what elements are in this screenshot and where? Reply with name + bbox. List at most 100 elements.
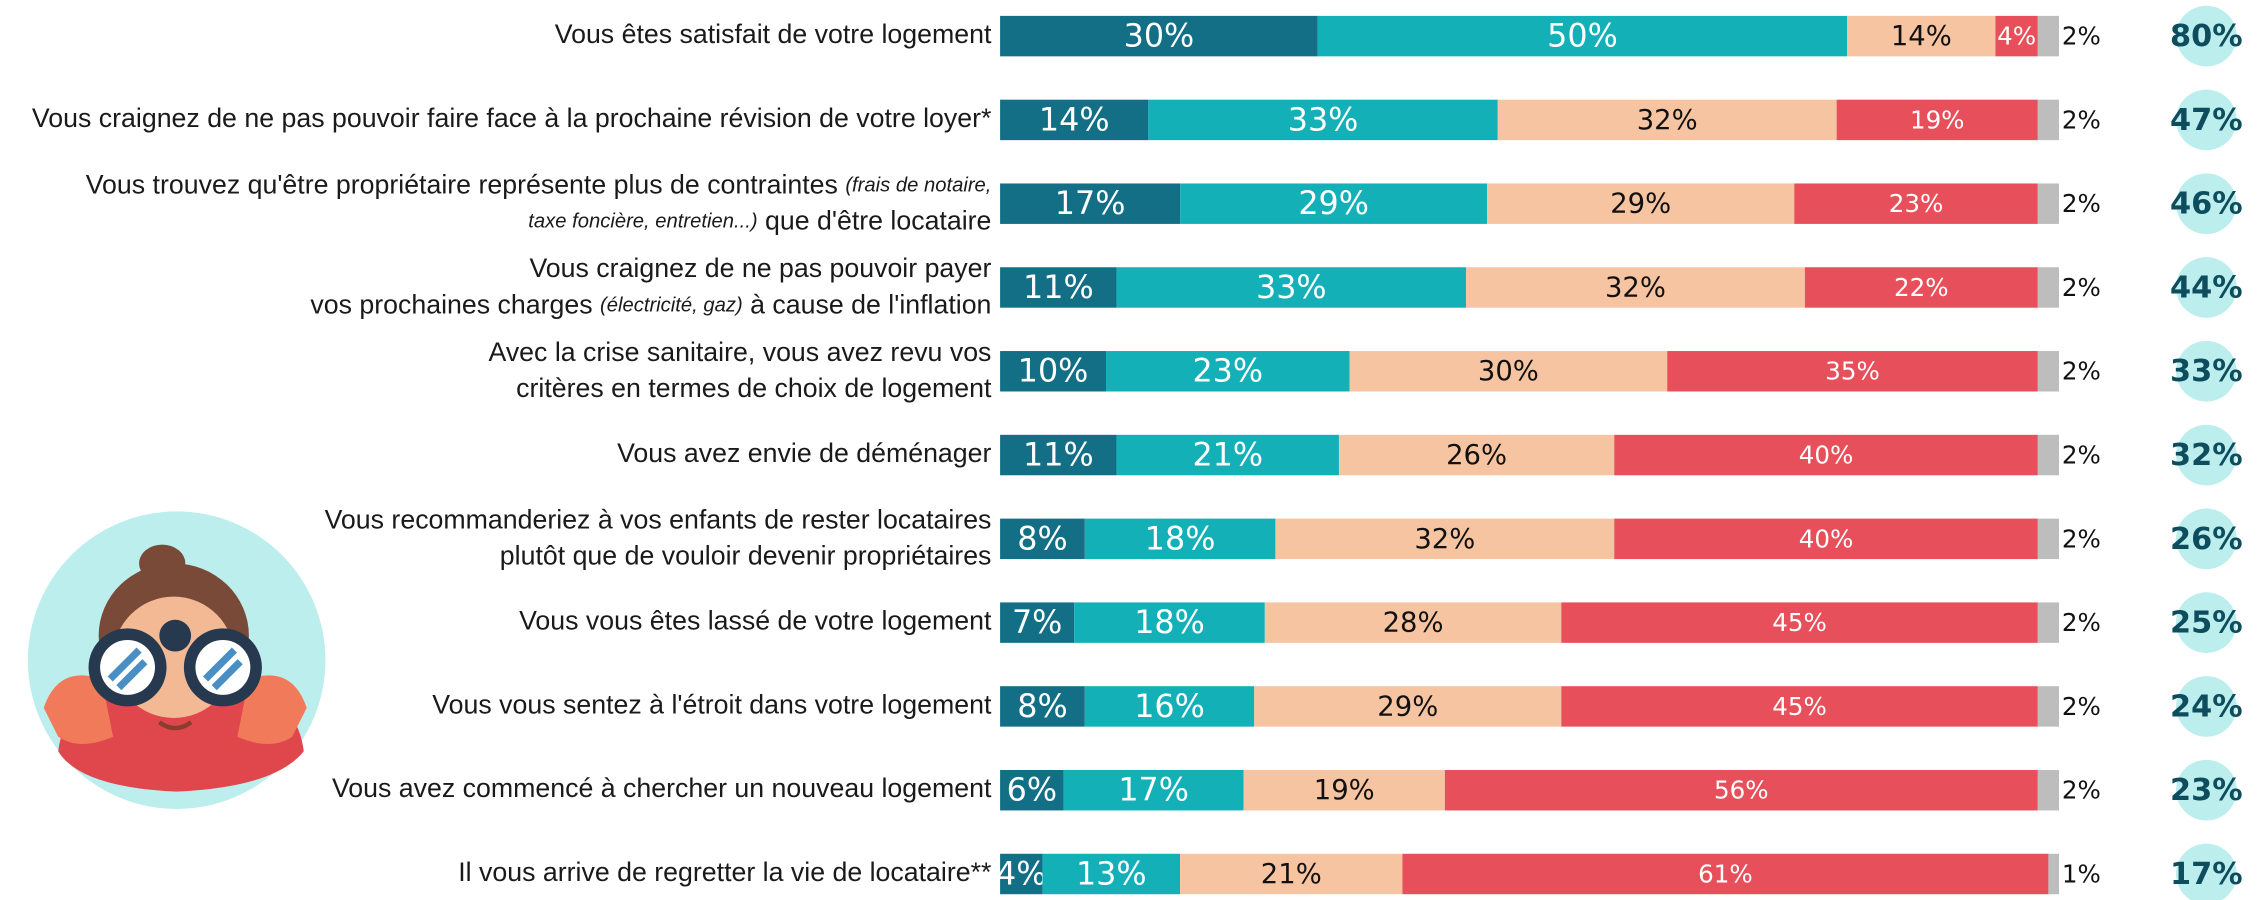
category-label-part: Vous êtes satisfait de votre logement (555, 19, 992, 49)
bar-segment (2038, 351, 2059, 391)
lens-left (100, 640, 155, 695)
category-label-part: taxe foncière, entretien...) (528, 211, 757, 233)
category-label: critères en termes de choix de logement (516, 373, 992, 403)
value-label: 29% (1610, 189, 1671, 220)
value-label: 2% (2062, 22, 2101, 51)
category-label: Vous craignez de ne pas pouvoir payer (529, 253, 991, 283)
total-label: 46% (2170, 187, 2243, 222)
category-label-part: Vous recommanderiez à vos enfants de res… (325, 505, 992, 535)
bar-segment (2038, 770, 2059, 810)
category-label-part: que d'être locataire (758, 206, 992, 236)
value-label: 4% (996, 856, 1046, 892)
value-label: 50% (1547, 19, 1618, 55)
value-label: 19% (1314, 775, 1375, 806)
category-label: Vous vous sentez à l'étroit dans votre l… (432, 689, 992, 719)
value-label: 8% (1017, 689, 1067, 725)
category-label: vos prochaines charges (électricité, gaz… (310, 289, 991, 319)
bar-segment (2038, 267, 2059, 307)
value-label: 40% (1799, 441, 1854, 470)
total-label: 33% (2170, 354, 2243, 389)
value-label: 29% (1377, 691, 1438, 722)
total-label: 24% (2170, 689, 2243, 724)
category-label: Avec la crise sanitaire, vous avez revu … (488, 337, 991, 367)
category-label: Vous avez commencé à chercher un nouveau… (332, 773, 992, 803)
value-label: 40% (1799, 524, 1854, 553)
value-label: 1% (2062, 859, 2101, 888)
value-label: 10% (1018, 354, 1089, 390)
value-label: 14% (1891, 21, 1952, 52)
value-label: 32% (1637, 105, 1698, 136)
category-label: Vous vous êtes lassé de votre logement (519, 606, 992, 636)
value-label: 22% (1894, 273, 1949, 302)
value-label: 7% (1012, 605, 1062, 641)
category-label-part: Il vous arrive de regretter la vie de lo… (458, 857, 991, 887)
lens-right (195, 640, 250, 695)
value-label: 16% (1134, 689, 1205, 725)
total-label: 44% (2170, 270, 2243, 305)
bar-segment (2038, 16, 2059, 56)
value-label: 2% (2062, 105, 2101, 134)
value-label: 45% (1772, 692, 1827, 721)
bar-segment (2038, 435, 2059, 475)
binocular-bridge (159, 620, 191, 652)
bar-segment (2038, 602, 2059, 642)
category-label-part: Vous avez envie de déménager (617, 438, 991, 468)
category-label-part: Avec la crise sanitaire, vous avez revu … (488, 337, 991, 367)
chart: Vous êtes satisfait de votre logement 30%… (0, 0, 2266, 900)
value-label: 23% (1889, 189, 1944, 218)
total-label: 26% (2170, 522, 2243, 557)
value-label: 2% (2062, 441, 2101, 470)
value-label: 8% (1017, 521, 1067, 557)
bar-segment (2038, 686, 2059, 726)
value-label: 23% (1192, 354, 1263, 390)
category-label-part: vos prochaines charges (310, 289, 600, 319)
category-label-part: critères en termes de choix de logement (516, 373, 992, 403)
value-label: 2% (2062, 692, 2101, 721)
total-label: 32% (2170, 438, 2243, 473)
value-label: 21% (1261, 859, 1322, 890)
value-label: 30% (1478, 356, 1539, 387)
value-label: 32% (1605, 272, 1666, 303)
category-label-part: Vous avez commencé à chercher un nouveau… (332, 773, 992, 803)
bar-segment (2038, 519, 2059, 559)
category-label-part: à cause de l'inflation (743, 289, 992, 319)
category-label-part: Vous trouvez qu'être propriétaire représ… (86, 169, 846, 199)
bar-segment (2038, 183, 2059, 223)
value-label: 14% (1039, 102, 1110, 138)
value-label: 4% (1997, 22, 2036, 51)
category-label: Il vous arrive de regretter la vie de lo… (458, 857, 991, 887)
category-label-part: Vous craignez de ne pas pouvoir payer (529, 253, 991, 283)
value-label: 32% (1414, 524, 1475, 555)
bar-segment (2048, 854, 2059, 894)
value-label: 2% (2062, 357, 2101, 386)
category-label-part: plutôt que de vouloir devenir propriétai… (500, 541, 992, 571)
value-label: 2% (2062, 189, 2101, 218)
value-label: 17% (1118, 773, 1189, 809)
value-label: 21% (1192, 438, 1263, 474)
bar-segment (2038, 100, 2059, 140)
value-label: 29% (1298, 186, 1369, 222)
category-label-part: (électricité, gaz) (600, 295, 743, 317)
category-label: Vous trouvez qu'être propriétaire représ… (86, 169, 992, 199)
category-label-part: Vous craignez de ne pas pouvoir faire fa… (32, 103, 991, 133)
total-label: 23% (2170, 773, 2243, 808)
category-label-part: Vous vous êtes lassé de votre logement (519, 606, 992, 636)
value-label: 28% (1383, 608, 1444, 639)
illustration (28, 511, 326, 809)
value-label: 45% (1772, 608, 1827, 637)
value-label: 26% (1446, 440, 1507, 471)
value-label: 56% (1714, 776, 1769, 805)
value-label: 61% (1698, 859, 1753, 888)
category-label: plutôt que de vouloir devenir propriétai… (500, 541, 992, 571)
total-label: 47% (2170, 103, 2243, 138)
value-label: 35% (1825, 357, 1880, 386)
value-label: 18% (1145, 521, 1216, 557)
value-label: 19% (1910, 105, 1965, 134)
category-label: Vous avez envie de déménager (617, 438, 991, 468)
value-label: 2% (2062, 273, 2101, 302)
value-label: 17% (1055, 186, 1126, 222)
value-label: 33% (1256, 270, 1327, 306)
value-label: 11% (1023, 270, 1094, 306)
category-label-part: Vous vous sentez à l'étroit dans votre l… (432, 689, 992, 719)
category-label-part: (frais de notaire, (845, 175, 991, 197)
